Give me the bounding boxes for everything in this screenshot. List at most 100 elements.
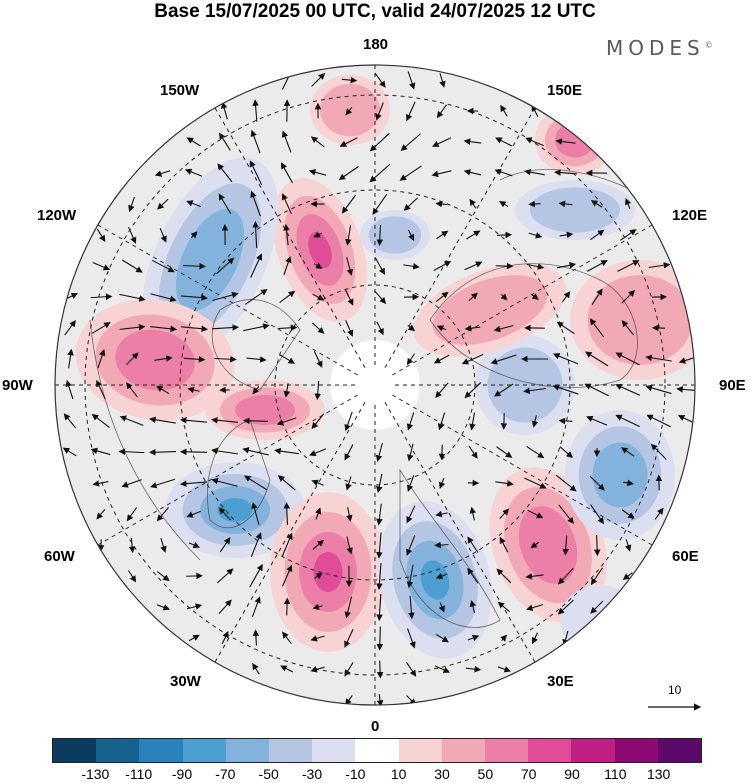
wind-arrow <box>188 541 200 548</box>
wind-arrow <box>219 537 231 553</box>
wind-arrow <box>190 231 198 239</box>
wind-arrow <box>249 563 263 588</box>
wind-arrow <box>277 324 298 332</box>
wind-arrow <box>591 288 603 305</box>
wind-arrow <box>525 573 544 580</box>
wind-arrow <box>156 507 169 522</box>
latitude-circle <box>179 189 571 581</box>
wind-arrow <box>244 475 268 491</box>
wind-arrow <box>376 225 384 247</box>
wind-arrow <box>218 507 231 521</box>
wind-arrow <box>654 507 664 520</box>
wind-arrow <box>438 602 445 613</box>
wind-arrow <box>276 417 297 426</box>
wind-arrow <box>500 104 508 117</box>
wind-arrow <box>159 228 167 243</box>
lon-label-150w: 150W <box>160 82 200 99</box>
wind-arrow <box>214 355 237 363</box>
wind-arrow <box>678 355 695 364</box>
wind-arrow <box>376 660 384 679</box>
wind-arrow <box>156 571 170 582</box>
wind-arrow <box>345 106 353 116</box>
wind-arrow <box>219 132 231 151</box>
meridian-line <box>392 394 662 551</box>
graticule <box>55 65 695 705</box>
wind-arrow <box>283 502 291 525</box>
anomaly-contour <box>587 275 693 365</box>
wind-arrow <box>615 414 640 428</box>
wind-arrow <box>495 137 513 147</box>
wind-arrow <box>490 354 517 365</box>
wind-arrow <box>157 198 169 210</box>
wind-arrow <box>439 73 446 88</box>
wind-arrow <box>531 293 539 300</box>
wind-arrow <box>242 447 269 456</box>
wind-arrow <box>274 447 299 455</box>
wind-arrow <box>499 508 510 520</box>
wind-arrow <box>97 349 106 369</box>
wind-arrow <box>584 383 609 397</box>
wind-arrow <box>313 262 323 269</box>
wind-arrow <box>156 604 171 611</box>
wind-arrow <box>621 509 635 519</box>
wind-arrow <box>211 477 238 487</box>
colorbar-swatch <box>139 739 183 762</box>
wind-arrow <box>406 474 415 492</box>
wind-arrow <box>375 102 384 121</box>
wind-arrow <box>469 198 477 209</box>
coastline <box>399 468 501 628</box>
wind-arrow <box>621 320 635 336</box>
wind-arrow <box>376 562 383 591</box>
anomaly-contour <box>217 498 253 522</box>
wind-arrow <box>557 599 574 615</box>
wind-arrow <box>439 477 446 489</box>
wind-arrow <box>468 445 478 459</box>
wind-arrow <box>376 593 383 622</box>
wind-arrow <box>119 415 144 426</box>
wind-arrow <box>523 387 546 395</box>
wind-arrow <box>150 325 178 333</box>
wind-arrow <box>242 417 268 425</box>
wind-arrow <box>621 447 635 457</box>
wind-arrow <box>436 104 447 119</box>
wind-vectors <box>62 69 695 705</box>
wind-arrow <box>128 196 135 213</box>
colorbar-swatch <box>398 739 442 762</box>
wind-arrow <box>92 480 109 487</box>
wind-arrow <box>530 541 540 549</box>
wind-arrow <box>345 476 352 491</box>
wind-arrow <box>376 626 384 651</box>
wind-arrow <box>526 604 544 611</box>
wind-arrow <box>435 200 448 208</box>
wind-arrow <box>90 293 113 301</box>
colorbar-tick-label: -10 <box>345 766 366 782</box>
wind-arrow <box>435 382 449 398</box>
wind-arrow <box>217 163 233 183</box>
wind-arrow <box>119 323 146 331</box>
wind-arrow <box>407 229 415 241</box>
wind-arrow <box>186 510 201 518</box>
wind-arrow <box>62 447 77 457</box>
wind-arrow <box>283 597 291 616</box>
wind-arrow <box>183 262 206 270</box>
wind-arrow <box>525 137 544 147</box>
wind-arrow <box>499 536 509 553</box>
wind-arrow <box>528 200 541 208</box>
wind-arrow <box>433 261 452 271</box>
wind-arrow <box>495 480 514 487</box>
meridian-line <box>384 402 541 672</box>
meridian-line <box>384 98 541 368</box>
lon-label-120e: 120E <box>672 207 708 224</box>
wind-arrow <box>593 534 601 557</box>
colorbar-tick-label: -110 <box>125 766 153 782</box>
wind-arrow <box>558 200 573 208</box>
wind-arrow <box>464 261 483 271</box>
anomaly-contour <box>420 560 450 600</box>
wind-arrow <box>149 478 176 489</box>
wind-arrow <box>463 169 482 176</box>
wind-arrow <box>149 416 176 424</box>
wind-arrow <box>376 532 383 559</box>
polar-cap <box>330 340 420 430</box>
wind-arrow <box>526 446 545 459</box>
